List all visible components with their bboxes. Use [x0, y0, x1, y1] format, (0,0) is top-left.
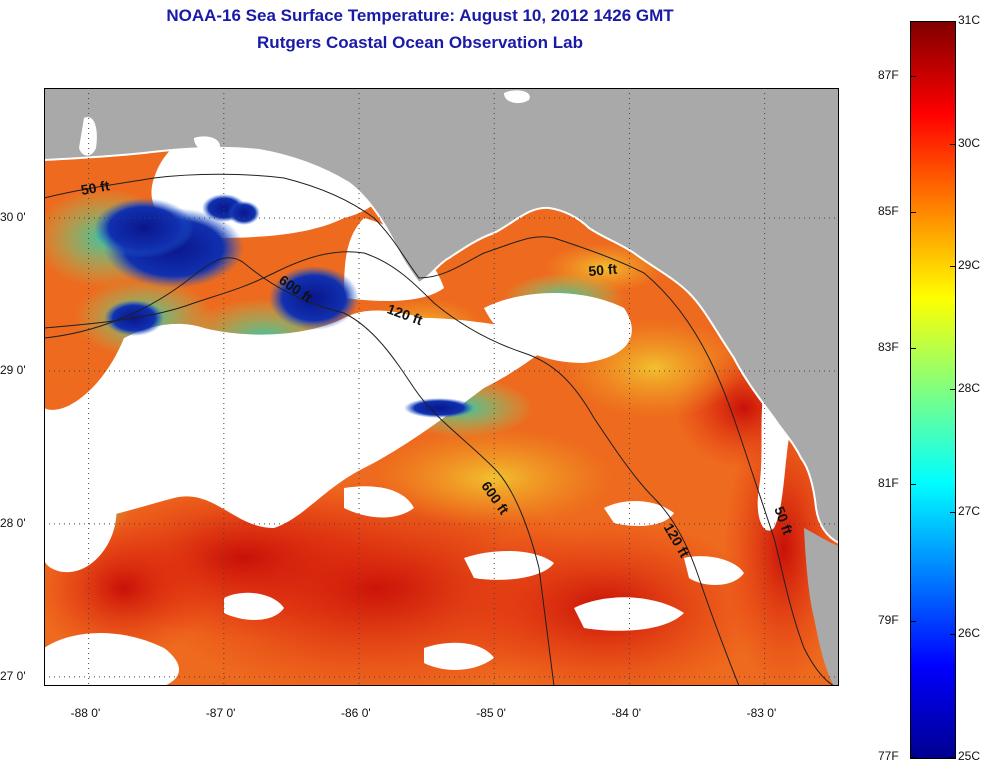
- lon-tick-label: -86 0': [341, 706, 371, 720]
- cold-water-areas: [94, 194, 474, 418]
- colorbar-fahrenheit-label: 81F: [878, 476, 899, 491]
- contour-label: 50 ft: [80, 177, 111, 198]
- colorbar-celsius-label: 29C: [958, 258, 981, 273]
- colorbar-tick: [911, 757, 916, 758]
- colorbar-celsius-label: 30C: [958, 135, 981, 150]
- colorbar-tick: [950, 143, 955, 145]
- colorbar-fahrenheit-label: 83F: [878, 340, 899, 355]
- colorbar-fahrenheit-label: 85F: [878, 203, 899, 218]
- temperature-colorbar: [910, 21, 956, 759]
- map-subtitle: Rutgers Coastal Ocean Observation Lab: [257, 33, 583, 52]
- lon-tick-label: -83 0': [746, 706, 777, 720]
- colorbar-tick: [911, 211, 916, 213]
- lon-tick-label: -87 0': [205, 706, 236, 720]
- colorbar-tick: [950, 389, 955, 390]
- map-title: NOAA-16 Sea Surface Temperature: August …: [166, 6, 674, 25]
- colorbar-tick: [911, 620, 916, 622]
- colorbar-fahrenheit-label: 77F: [878, 749, 899, 763]
- colorbar-fahrenheit-label: 79F: [878, 612, 899, 627]
- lat-tick-label: 29 0': [0, 362, 26, 377]
- landmass: [44, 88, 839, 686]
- colorbar-fahrenheit-label: 87F: [878, 67, 899, 82]
- contour-600ft: [44, 257, 555, 686]
- colorbar-tick: [950, 21, 955, 22]
- lon-tick-label: -88 0': [70, 706, 101, 720]
- coastline: [44, 146, 839, 544]
- contour-120ft: [44, 251, 740, 686]
- colorbar-tick: [950, 266, 955, 268]
- lat-tick-label: 30 0': [0, 210, 26, 224]
- colorbar-celsius-label: 27C: [958, 503, 981, 518]
- colorbar-tick: [911, 484, 916, 486]
- colorbar-tick: [911, 348, 916, 350]
- colorbar-celsius-label: 25C: [958, 749, 981, 763]
- lon-tick-label: -85 0': [476, 706, 506, 720]
- lat-tick-label: 28 0': [0, 515, 26, 530]
- colorbar-celsius-label: 26C: [958, 626, 981, 641]
- colorbar-tick: [950, 634, 955, 636]
- lat-tick-label: 27 0': [0, 668, 26, 683]
- map-frame: [44, 88, 839, 686]
- colorbar-celsius-label: 28C: [958, 381, 981, 395]
- sst-map: 50 ft 600 ft 120 ft 50 ft 600 ft 120 ft 50 ft: [44, 88, 839, 686]
- contour-50ft: [44, 173, 835, 686]
- colorbar-tick: [911, 75, 916, 77]
- depth-contours: [44, 173, 835, 686]
- lon-tick-label: -84 0': [611, 706, 642, 720]
- contour-label: 50 ft: [588, 261, 618, 279]
- cloud-cover: [44, 117, 791, 686]
- inland-water: [79, 90, 530, 156]
- colorbar-celsius-label: 31C: [958, 13, 981, 27]
- colorbar-tick: [950, 511, 955, 513]
- colorbar-tick: [950, 757, 955, 758]
